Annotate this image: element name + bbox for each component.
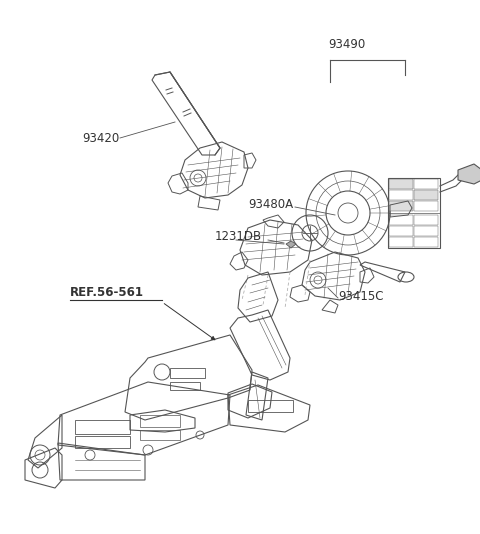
Text: 93420: 93420	[82, 131, 119, 145]
Bar	[414, 190, 438, 200]
Bar	[389, 215, 413, 225]
Bar	[414, 215, 438, 225]
Bar	[389, 201, 413, 211]
Bar	[248, 400, 293, 412]
Text: 93490: 93490	[328, 38, 365, 51]
Bar	[389, 226, 413, 236]
Bar	[75, 436, 130, 448]
Bar	[414, 201, 438, 211]
Bar	[414, 226, 438, 236]
Bar	[389, 179, 413, 189]
Bar	[389, 190, 413, 200]
Bar	[414, 179, 438, 189]
Text: 93415C: 93415C	[338, 290, 384, 303]
Bar	[75, 420, 130, 434]
Text: 1231DB: 1231DB	[215, 230, 262, 243]
Polygon shape	[458, 164, 480, 184]
Bar	[140, 430, 180, 440]
Polygon shape	[286, 241, 296, 248]
Bar	[389, 237, 413, 247]
Bar	[140, 415, 180, 427]
Text: REF.56-561: REF.56-561	[70, 286, 144, 299]
Bar	[414, 237, 438, 247]
Text: 93480A: 93480A	[248, 198, 293, 211]
Bar	[170, 368, 205, 378]
Bar	[170, 382, 200, 390]
